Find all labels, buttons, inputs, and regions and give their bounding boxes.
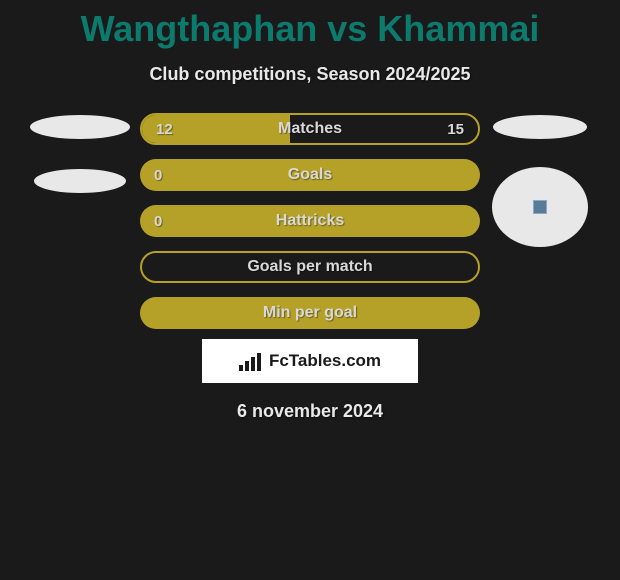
stat-bar-hattricks: 0 Hattricks — [140, 205, 480, 237]
stats-col: 12 Matches 15 0 Goals 0 Hattricks Goals … — [140, 113, 480, 329]
mpg-label: Min per goal — [263, 304, 357, 322]
right-placeholder-2 — [492, 167, 588, 247]
stat-bar-goals-per-match: Goals per match — [140, 251, 480, 283]
subtitle: Club competitions, Season 2024/2025 — [0, 64, 620, 85]
hattricks-left-value: 0 — [154, 213, 162, 230]
left-placeholder-1 — [30, 115, 130, 139]
left-player-col — [20, 113, 140, 193]
brand-chart-icon — [239, 351, 263, 371]
badge-icon — [533, 200, 547, 214]
date-text: 6 november 2024 — [0, 401, 620, 422]
left-placeholder-2 — [34, 169, 126, 193]
matches-right-value: 15 — [447, 121, 464, 138]
stat-bar-matches: 12 Matches 15 — [140, 113, 480, 145]
brand-text: FcTables.com — [269, 351, 381, 371]
comparison-row: 12 Matches 15 0 Goals 0 Hattricks Goals … — [0, 113, 620, 329]
right-player-col — [480, 113, 600, 247]
goals-left-value: 0 — [154, 167, 162, 184]
brand-badge: FcTables.com — [202, 339, 418, 383]
goals-label: Goals — [288, 166, 332, 184]
stat-bar-goals: 0 Goals — [140, 159, 480, 191]
matches-left-value: 12 — [156, 121, 173, 138]
page-title: Wangthaphan vs Khammai — [0, 0, 620, 50]
right-placeholder-1 — [493, 115, 587, 139]
matches-label: Matches — [278, 120, 342, 138]
hattricks-label: Hattricks — [276, 212, 344, 230]
stat-bar-min-per-goal: Min per goal — [140, 297, 480, 329]
gpm-label: Goals per match — [247, 258, 372, 276]
